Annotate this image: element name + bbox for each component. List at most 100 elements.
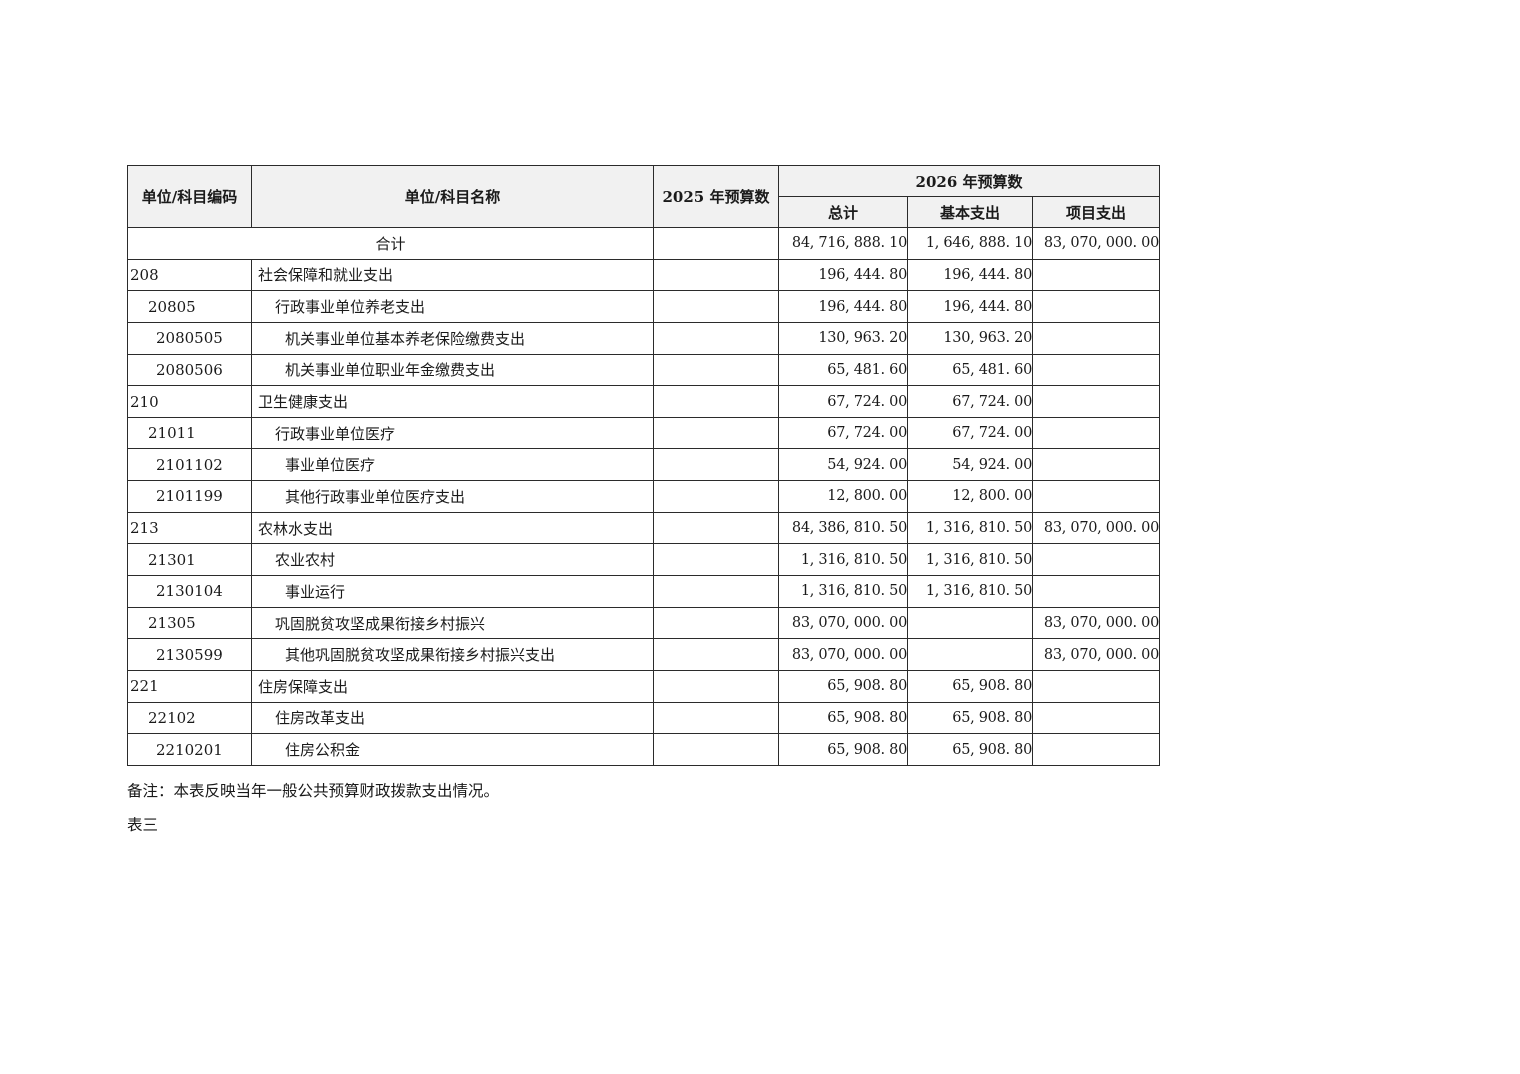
header-row-2: 总计 基本支出 项目支出 bbox=[128, 196, 1161, 228]
cell-name: 住房公积金 bbox=[251, 733, 654, 766]
cell-total: 196, 444. 80 bbox=[778, 290, 908, 323]
cell-total: 83, 070, 000. 00 bbox=[778, 606, 908, 640]
cell-project bbox=[1031, 290, 1161, 323]
col-header-2025-budget: 2025 年预算数 bbox=[653, 165, 779, 228]
table-row: 21011 行政事业单位医疗 67, 724. 00 67, 724. 00 bbox=[127, 416, 1161, 450]
cell-total: 12, 800. 00 bbox=[778, 480, 908, 513]
cell-total: 84, 386, 810. 50 bbox=[778, 511, 908, 545]
cell-name: 机关事业单位职业年金缴费支出 bbox=[251, 353, 654, 387]
cell-total: 54, 924. 00 bbox=[778, 448, 908, 482]
cell-y2025 bbox=[653, 353, 779, 387]
cell-total: 130, 963. 20 bbox=[778, 321, 908, 355]
cell-project: 83, 070, 000. 00 bbox=[1031, 227, 1161, 260]
cell-code: 21305 bbox=[127, 606, 252, 640]
cell-y2025 bbox=[653, 575, 779, 608]
cell-code: 210 bbox=[127, 385, 252, 418]
header-row-1: 单位/科目编码 单位/科目名称 2025 年预算数 2026 年预算数 bbox=[127, 165, 1161, 228]
cell-y2025 bbox=[653, 321, 779, 355]
cell-project: 83, 070, 000. 00 bbox=[1031, 511, 1161, 545]
table-row: 2210201 住房公积金 65, 908. 80 65, 908. 80 bbox=[127, 733, 1161, 766]
cell-code: 213 bbox=[127, 511, 252, 545]
cell-code: 22102 bbox=[127, 701, 252, 735]
cell-project: 83, 070, 000. 00 bbox=[1031, 606, 1161, 640]
cell-total: 83, 070, 000. 00 bbox=[778, 638, 908, 671]
cell-code: 2210201 bbox=[127, 733, 252, 766]
cell-name: 卫生健康支出 bbox=[251, 385, 654, 418]
cell-total: 1, 316, 810. 50 bbox=[778, 543, 908, 577]
cell-basic: 130, 963. 20 bbox=[907, 321, 1033, 355]
cell-y2025 bbox=[653, 701, 779, 735]
cell-total: 65, 908. 80 bbox=[778, 669, 908, 703]
cell-name: 合计 bbox=[127, 227, 654, 260]
cell-project bbox=[1031, 385, 1161, 418]
cell-code: 2130599 bbox=[127, 638, 252, 671]
table-row: 2080505 机关事业单位基本养老保险缴费支出 130, 963. 20 130, … bbox=[127, 321, 1161, 355]
cell-total: 84, 716, 888. 10 bbox=[778, 227, 908, 260]
cell-project bbox=[1031, 733, 1161, 766]
cell-name: 住房改革支出 bbox=[251, 701, 654, 735]
cell-name: 其他巩固脱贫攻坚成果衔接乡村振兴支出 bbox=[251, 638, 654, 671]
cell-y2025 bbox=[653, 733, 779, 766]
cell-basic: 1, 316, 810. 50 bbox=[907, 575, 1033, 608]
cell-project: 83, 070, 000. 00 bbox=[1031, 638, 1161, 671]
cell-y2025 bbox=[653, 606, 779, 640]
cell-code: 221 bbox=[127, 669, 252, 703]
budget-table-body: 合计 84, 716, 888. 10 1, 646, 888. 10 83, 070… bbox=[127, 227, 1161, 766]
cell-total: 196, 444. 80 bbox=[778, 258, 908, 292]
cell-project bbox=[1031, 575, 1161, 608]
cell-basic: 65, 908. 80 bbox=[907, 701, 1033, 735]
cell-basic: 12, 800. 00 bbox=[907, 480, 1033, 513]
cell-name: 行政事业单位医疗 bbox=[251, 416, 654, 450]
cell-name: 事业单位医疗 bbox=[251, 448, 654, 482]
table-row: 2080506 机关事业单位职业年金缴费支出 65, 481. 60 65, 481.… bbox=[127, 353, 1161, 387]
cell-total: 1, 316, 810. 50 bbox=[778, 575, 908, 608]
cell-project bbox=[1031, 416, 1161, 450]
col-header-basic-expenditure: 基本支出 bbox=[907, 196, 1033, 228]
cell-total: 65, 908. 80 bbox=[778, 701, 908, 735]
cell-project bbox=[1031, 669, 1161, 703]
cell-total: 67, 724. 00 bbox=[778, 385, 908, 418]
table-number-label: 表三 bbox=[127, 816, 159, 834]
footnote: 备注：本表反映当年一般公共预算财政拨款支出情况。 bbox=[127, 782, 500, 800]
cell-code: 208 bbox=[127, 258, 252, 292]
cell-y2025 bbox=[653, 511, 779, 545]
cell-name: 机关事业单位基本养老保险缴费支出 bbox=[251, 321, 654, 355]
cell-name: 行政事业单位养老支出 bbox=[251, 290, 654, 323]
cell-y2025 bbox=[653, 638, 779, 671]
cell-basic: 65, 481. 60 bbox=[907, 353, 1033, 387]
cell-project bbox=[1031, 480, 1161, 513]
cell-code: 2130104 bbox=[127, 575, 252, 608]
budget-table-header: 单位/科目编码 单位/科目名称 2025 年预算数 2026 年预算数 总计 基… bbox=[127, 165, 1161, 228]
cell-code: 21011 bbox=[127, 416, 252, 450]
cell-basic: 1, 316, 810. 50 bbox=[907, 511, 1033, 545]
table-row: 20805 行政事业单位养老支出 196, 444. 80 196, 444. 80 bbox=[127, 290, 1161, 323]
cell-basic: 67, 724. 00 bbox=[907, 385, 1033, 418]
cell-total: 65, 481. 60 bbox=[778, 353, 908, 387]
cell-y2025 bbox=[653, 480, 779, 513]
cell-name: 农业农村 bbox=[251, 543, 654, 577]
cell-total: 67, 724. 00 bbox=[778, 416, 908, 450]
cell-basic: 196, 444. 80 bbox=[907, 290, 1033, 323]
table-row: 2130599 其他巩固脱贫攻坚成果衔接乡村振兴支出 83, 070, 000. 0… bbox=[127, 638, 1161, 671]
cell-code: 21301 bbox=[127, 543, 252, 577]
cell-y2025 bbox=[653, 227, 779, 260]
cell-basic: 1, 646, 888. 10 bbox=[907, 227, 1033, 260]
cell-project bbox=[1031, 701, 1161, 735]
cell-code: 2080506 bbox=[127, 353, 252, 387]
cell-project bbox=[1031, 258, 1161, 292]
budget-table: 单位/科目编码 单位/科目名称 2025 年预算数 2026 年预算数 总计 基… bbox=[127, 165, 1161, 766]
cell-y2025 bbox=[653, 290, 779, 323]
cell-y2025 bbox=[653, 543, 779, 577]
cell-basic: 54, 924. 00 bbox=[907, 448, 1033, 482]
cell-basic: 1, 316, 810. 50 bbox=[907, 543, 1033, 577]
table-row: 2101199 其他行政事业单位医疗支出 12, 800. 00 12, 800. 0… bbox=[127, 480, 1161, 513]
cell-code: 2101199 bbox=[127, 480, 252, 513]
cell-project bbox=[1031, 448, 1161, 482]
cell-name: 社会保障和就业支出 bbox=[251, 258, 654, 292]
col-header-code: 单位/科目编码 bbox=[127, 165, 252, 228]
col-header-project-expenditure: 项目支出 bbox=[1031, 196, 1161, 228]
cell-code: 20805 bbox=[127, 290, 252, 323]
table-row: 2130104 事业运行 1, 316, 810. 50 1, 316, 810. 5… bbox=[127, 575, 1161, 608]
cell-basic: 65, 908. 80 bbox=[907, 669, 1033, 703]
